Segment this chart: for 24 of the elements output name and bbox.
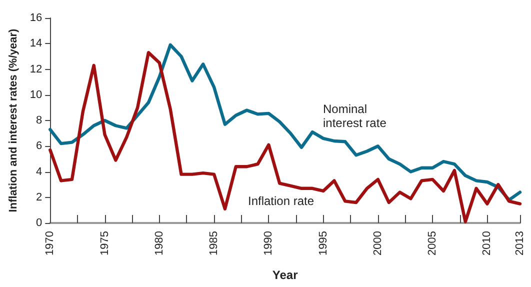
x-tick-label: 1975 [98, 231, 111, 256]
x-axis-title: Year [272, 268, 298, 282]
y-tick-label: 14 [30, 38, 42, 50]
y-tick-label: 16 [30, 12, 42, 24]
y-tick-label: 4 [36, 166, 42, 178]
line-series [48, 50, 522, 224]
y-axis-title: Inflation and interest rates (%/year) [8, 28, 20, 212]
x-tick-label: 2013 [514, 231, 526, 256]
x-tick-label: 2000 [372, 231, 384, 256]
x-tick-label: 2005 [426, 231, 439, 256]
y-tick-label: 0 [36, 217, 42, 229]
y-tick-label: 10 [30, 88, 42, 101]
series-label: Nominal interest rate [323, 102, 387, 130]
x-tick-label: 1995 [317, 231, 330, 256]
y-tick-label: 12 [30, 63, 42, 76]
y-tick-label: 2 [36, 191, 42, 204]
x-tick-label: 1970 [44, 231, 56, 256]
x-tick-label: 1980 [153, 231, 166, 256]
x-tick-label: 2010 [481, 231, 494, 256]
series-label: Inflation rate [248, 194, 314, 208]
y-tick-label: 6 [36, 140, 42, 152]
x-tick-label: 1985 [208, 231, 220, 256]
y-tick-label: 8 [36, 114, 42, 126]
x-tick-label: 1990 [262, 231, 275, 256]
